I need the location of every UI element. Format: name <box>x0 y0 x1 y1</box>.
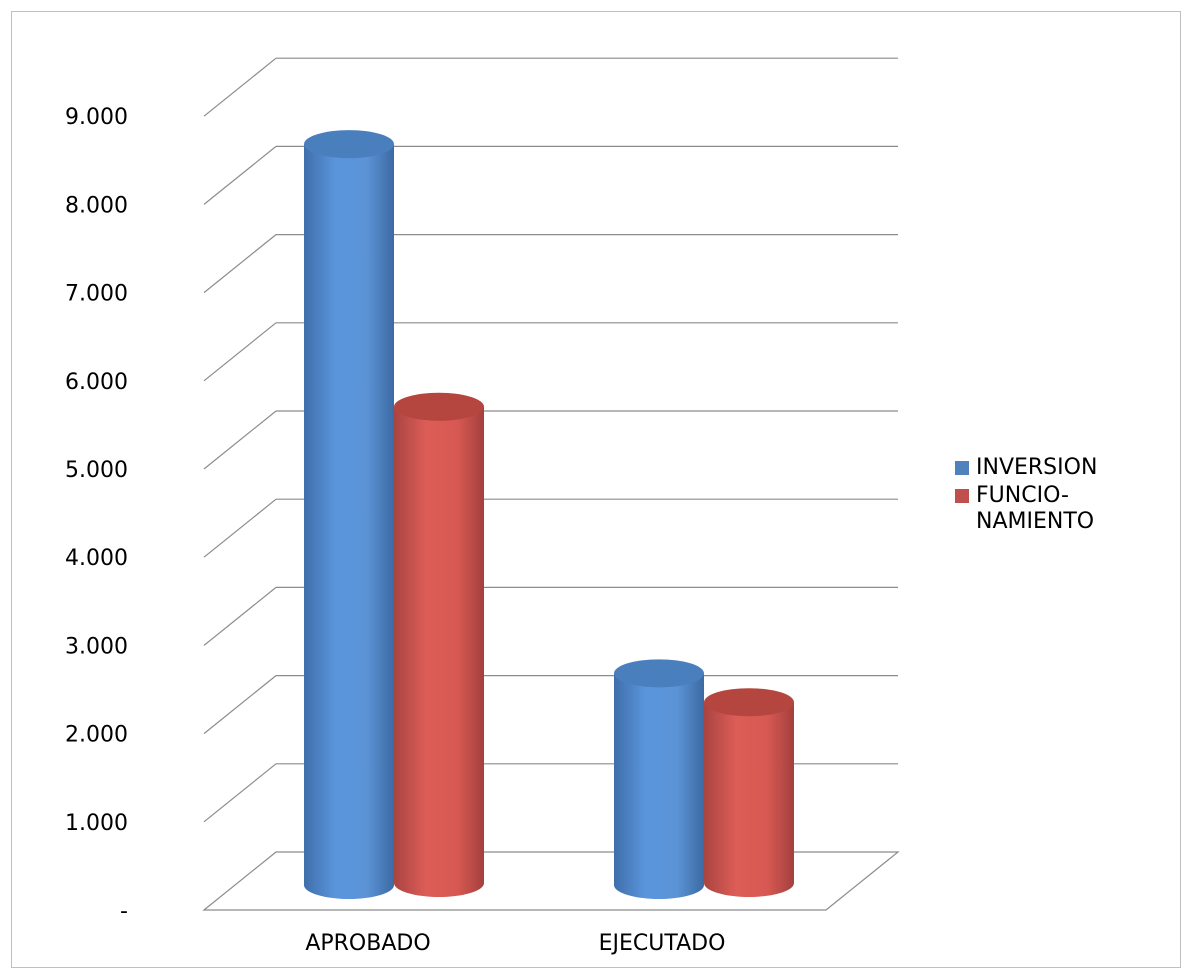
y-tick-label: 1.000 <box>65 811 128 836</box>
bar-top <box>394 392 484 421</box>
bar-inversion-aprobado <box>304 130 394 899</box>
legend-swatch-funcionamiento <box>955 489 969 503</box>
legend-item-inversion: INVERSION <box>955 455 1126 481</box>
y-tick-label: 6.000 <box>65 370 128 395</box>
gridline-diagonal <box>203 763 277 823</box>
bar-body <box>704 702 794 897</box>
y-tick-label: 8.000 <box>65 193 128 218</box>
gridline-diagonal <box>203 586 277 646</box>
chart-frame <box>11 11 1181 968</box>
gridline-diagonal <box>203 57 277 117</box>
y-tick-label: - <box>120 899 128 924</box>
gridline-diagonal <box>203 145 277 205</box>
y-tick-label: 4.000 <box>65 546 128 571</box>
bar-inversion-ejecutado <box>614 659 704 899</box>
x-category-label: APROBADO <box>305 931 430 956</box>
bar-body <box>304 144 394 899</box>
x-axis-categories: APROBADO EJECUTADO <box>305 931 725 956</box>
x-category-label: EJECUTADO <box>599 931 726 956</box>
bar-top <box>614 659 704 688</box>
y-tick-label: 3.000 <box>65 634 128 659</box>
legend: INVERSION FUNCIO- NAMIENTO <box>955 455 1126 537</box>
legend-swatch-inversion <box>955 461 969 475</box>
bar-body <box>614 673 704 899</box>
gridline-diagonal <box>203 322 277 382</box>
y-tick-label: 5.000 <box>65 458 128 483</box>
y-tick-label: 9.000 <box>65 105 128 130</box>
gridline-diagonal <box>203 234 277 294</box>
floor-plane <box>202 851 900 911</box>
legend-item-funcionamiento: FUNCIO- NAMIENTO <box>955 483 1126 535</box>
y-tick-label: 2.000 <box>65 723 128 748</box>
bar-top <box>704 688 794 717</box>
gridline-diagonal <box>203 410 277 470</box>
bar-top <box>304 130 394 159</box>
legend-label-inversion: INVERSION <box>976 455 1098 480</box>
y-tick-label: 7.000 <box>65 282 128 307</box>
y-axis-ticks: - 1.000 2.000 3.000 4.000 5.000 6.000 7.000 8.00… <box>65 105 128 924</box>
bars <box>304 130 794 899</box>
gridline-diagonal <box>203 498 277 558</box>
gridline-diagonal <box>203 675 277 735</box>
bar-funcionamiento-ejecutado <box>704 688 794 897</box>
legend-label-funcionamiento: FUNCIO- NAMIENTO <box>976 483 1095 534</box>
bar-body <box>394 406 484 897</box>
bar-funcionamiento-aprobado <box>394 392 484 897</box>
